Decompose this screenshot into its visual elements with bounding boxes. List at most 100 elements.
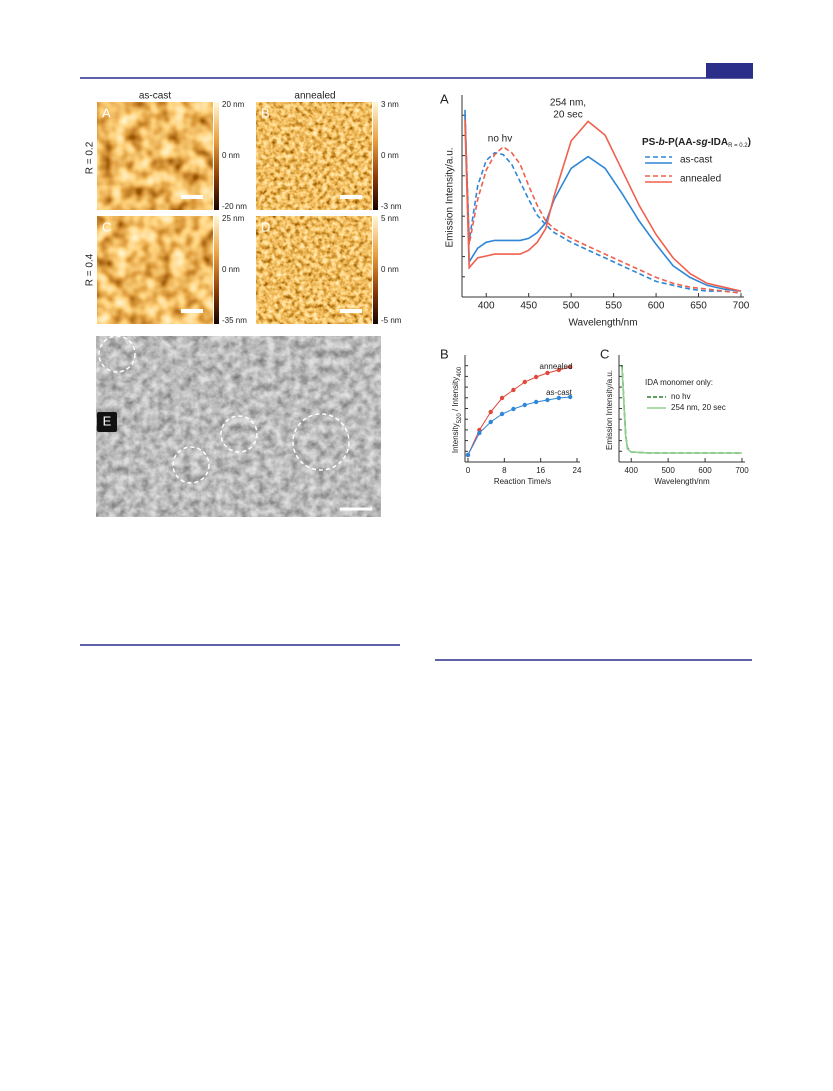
data-point — [545, 397, 550, 403]
legend-title: IDA monomer only: — [645, 378, 713, 387]
data-point — [556, 367, 562, 373]
x-tick-label: 400 — [625, 466, 639, 475]
x-tick-label: 650 — [690, 301, 707, 312]
series-line — [464, 109, 742, 292]
x-tick-label: 400 — [478, 301, 495, 312]
color-bar — [373, 216, 378, 324]
afm-image — [256, 102, 372, 210]
data-point — [488, 409, 493, 415]
data-point — [488, 419, 493, 425]
x-tick-label: 0 — [466, 466, 471, 475]
annotation: no hv — [488, 134, 512, 145]
color-bar-label: 0 nm — [381, 265, 399, 274]
x-axis-label: Wavelength/nm — [568, 318, 637, 329]
x-tick-label: 700 — [735, 466, 749, 475]
x-tick-label: 600 — [698, 466, 712, 475]
series-label: as-cast — [546, 388, 573, 397]
tem-circles — [98, 335, 350, 484]
data-point — [533, 399, 539, 405]
color-bar — [214, 216, 219, 324]
data-point — [556, 395, 562, 401]
data-point — [511, 406, 516, 412]
tem-image — [96, 336, 381, 517]
panel-label: D — [261, 219, 270, 234]
tem-label-box — [97, 412, 117, 432]
data-point — [465, 452, 471, 458]
legend-label: annealed — [680, 174, 721, 185]
x-tick-label: 500 — [661, 466, 675, 475]
color-bar-label: -5 nm — [381, 316, 402, 325]
legend-title-part: R = 0.2 — [728, 143, 748, 149]
y-axis-label: Emission Intensity/a.u. — [445, 147, 456, 247]
afm-image — [97, 216, 213, 324]
scale-bar — [181, 195, 203, 199]
legend-title-part: -P(AA- — [665, 137, 696, 148]
afm-image — [97, 102, 213, 210]
panel-label: A — [102, 105, 111, 120]
data-point — [533, 374, 539, 380]
legend-title-part: ) — [748, 137, 751, 148]
row-label: R = 0.4 — [85, 253, 96, 286]
color-bar-label: 20 nm — [222, 100, 245, 109]
series-line — [464, 119, 742, 294]
color-bar — [214, 102, 219, 210]
y-axis-label-part: 400 — [457, 366, 463, 377]
legend-title: PS-b-P(AA-sg-IDAR = 0.2) — [642, 137, 751, 149]
scale-bar — [181, 309, 203, 313]
x-tick-label: 450 — [520, 301, 537, 312]
charts: A 400 450 500 550 600 650 700 Wavelength/nm Emiss… — [440, 91, 751, 486]
legend-title-part: sg — [696, 137, 708, 148]
series-line — [621, 366, 742, 454]
data-point — [545, 370, 550, 376]
data-point — [567, 394, 573, 400]
color-bar-label: 0 nm — [222, 265, 240, 274]
x-axis-label: Reaction Time/s — [494, 477, 551, 486]
color-bar-label: 5 nm — [381, 214, 399, 223]
y-axis-label: Emission Intensity/a.u. — [605, 370, 614, 450]
panel-label: B — [440, 346, 449, 361]
color-bar-label: 0 nm — [222, 151, 240, 160]
scale-bar — [340, 309, 362, 313]
data-point — [522, 379, 527, 385]
color-bar-label: 3 nm — [381, 100, 399, 109]
color-bar — [373, 102, 378, 210]
panel-label: B — [261, 105, 270, 120]
color-bar-label: 0 nm — [381, 151, 399, 160]
annotation: 254 nm, — [550, 98, 586, 109]
y-axis-label-part: 520 — [457, 413, 463, 424]
data-point — [499, 411, 505, 417]
series-line — [467, 396, 571, 456]
y-axis-label: Intensity520 / Intensity400 — [451, 366, 462, 453]
series-label: annealed — [540, 362, 573, 371]
x-tick-label: 500 — [563, 301, 580, 312]
x-tick-label: 600 — [648, 301, 665, 312]
legend-title-part: PS- — [642, 137, 659, 148]
data-point — [567, 364, 573, 370]
legend-label: as-cast — [680, 155, 712, 166]
panel-label: A — [440, 91, 449, 106]
afm-image — [256, 216, 372, 324]
color-bar-label: -35 nm — [222, 316, 247, 325]
color-bar-label: 25 nm — [222, 214, 245, 223]
x-tick-label: 700 — [733, 301, 750, 312]
x-tick-label: 24 — [573, 466, 582, 475]
x-axis-label: Wavelength/nm — [654, 477, 710, 486]
data-point — [522, 402, 527, 408]
series-line — [467, 366, 571, 456]
afm-panels: A 20 nm 0 nm -20 nm B 3 nm 0 nm -3 nm C 25 nm 0 nm… — [97, 100, 402, 325]
column-label: annealed — [294, 91, 335, 102]
y-axis-label-part: Intensity — [451, 423, 460, 453]
legend-title-part: b — [659, 137, 665, 148]
panel-label: E — [103, 413, 112, 428]
legend-label: no hv — [671, 392, 691, 401]
data-point — [499, 395, 505, 401]
data-point — [511, 387, 516, 393]
data-point — [477, 430, 482, 436]
y-axis-label-part: / Intensity — [451, 377, 460, 413]
color-bar-label: -3 nm — [381, 202, 402, 211]
column-label: as-cast — [139, 91, 171, 102]
x-tick-label: 8 — [502, 466, 507, 475]
row-label: R = 0.2 — [85, 141, 96, 174]
